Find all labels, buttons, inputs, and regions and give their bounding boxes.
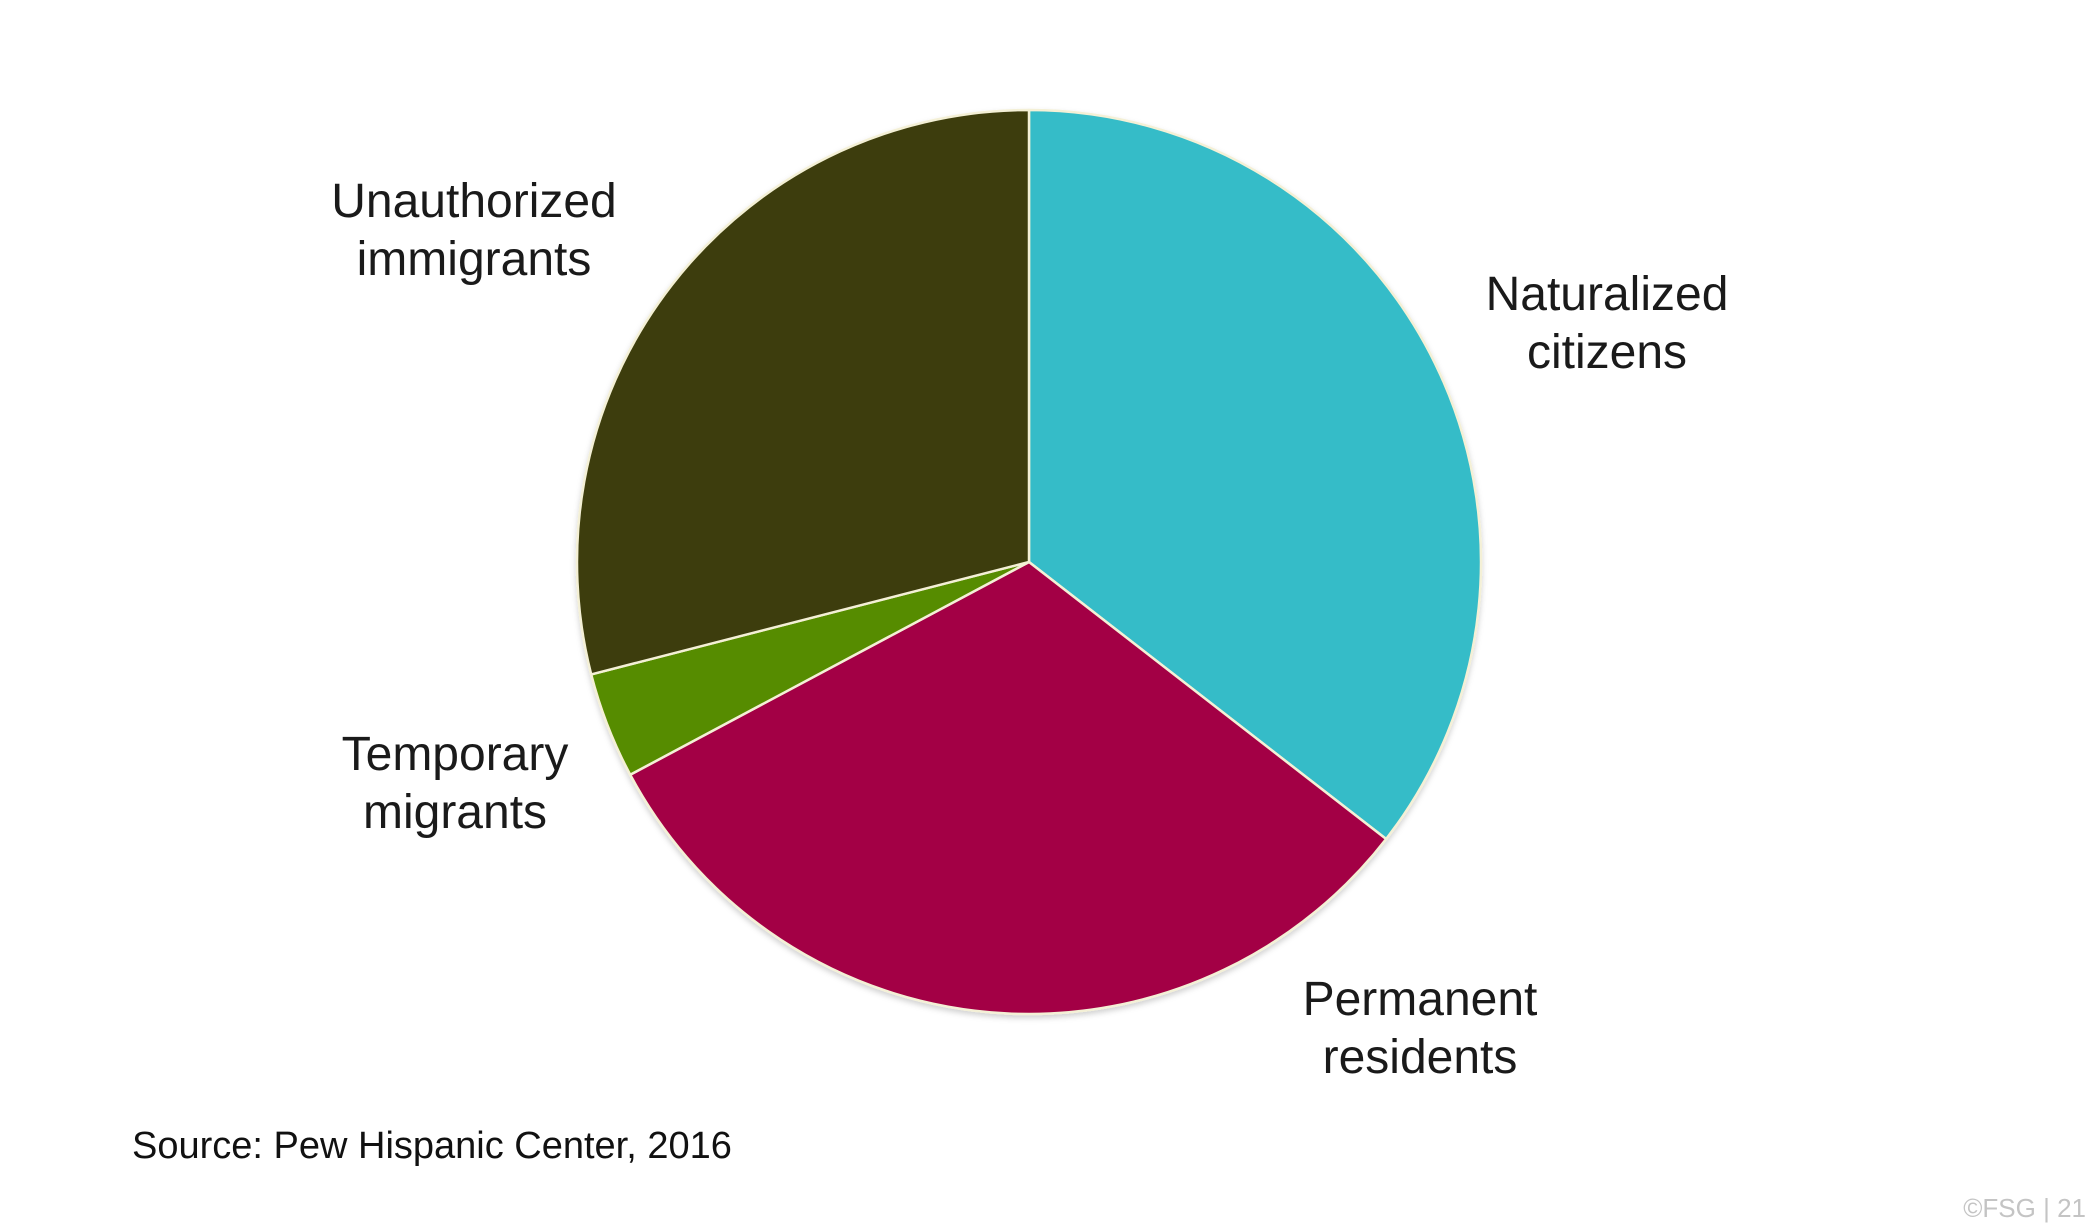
slice-label-permanent-residents: Permanent residents [1303, 973, 1538, 1084]
source-note: Source: Pew Hispanic Center, 2016 [132, 1125, 732, 1167]
pie-slices [575, 108, 1483, 1016]
footer-mark: ©FSG | 21 [1963, 1193, 2086, 1223]
slice-label-naturalized-citizens: Naturalized citizens [1486, 268, 1729, 379]
slice-label-temporary-migrants: Temporary migrants [342, 728, 569, 839]
pie-slice-naturalized-citizens [1027, 108, 1483, 841]
pie-labels: Naturalized citizens Permanent residents Tem… [331, 175, 1728, 1084]
slice-label-unauthorized-immigrants: Unauthorized immigrants [331, 175, 617, 286]
pie-slice-unauthorized-immigrants [575, 108, 1031, 676]
